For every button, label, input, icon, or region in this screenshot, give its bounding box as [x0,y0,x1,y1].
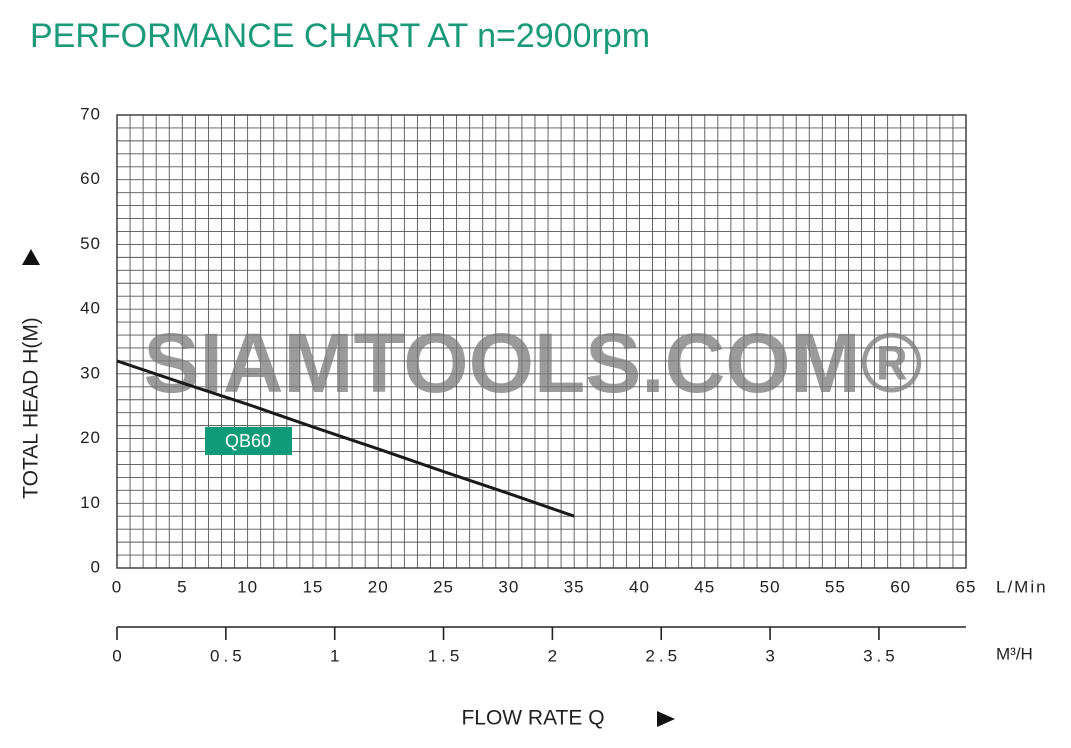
x2-unit: M³/H [996,644,1033,663]
x2-tick-label: 2 [548,646,561,665]
y-tick-label: 10 [80,493,101,512]
y-tick-label: 0 [91,557,101,576]
x-axis-label: FLOW RATE Q [461,707,604,730]
x-tick-label: 65 [956,577,977,596]
x-tick-label: 45 [694,577,715,596]
x-tick-label: 40 [629,577,650,596]
x-tick-label: 30 [498,577,519,596]
x2-tick-label: 1 [330,646,343,665]
plot-frame [116,114,967,569]
y-axis-label: TOTAL HEAD H(M) [20,317,43,499]
y-tick-label: 20 [80,428,101,447]
x2-tick-label: 0.5 [210,646,246,665]
x-tick-label: 50 [760,577,781,596]
x-tick-label: 20 [368,577,389,596]
chart-title: PERFORMANCE CHART AT n=2900rpm [30,17,650,55]
x-tick-label: 35 [564,577,585,596]
legend-box [205,427,292,455]
x-tick-label: 5 [177,577,187,596]
grid [116,114,967,569]
marks: QB60 [116,359,575,518]
x2-tick-label: 3 [765,646,778,665]
y-tick-label: 70 [80,104,101,123]
x-tick-label: 25 [433,577,454,596]
x-arrow [657,711,675,727]
y-tick-label: 50 [80,234,101,253]
legend-label: QB60 [225,431,271,451]
series-line [116,359,575,518]
x-tick-label: 55 [825,577,846,596]
x-tick-label: 0 [112,577,122,596]
x-tick-label: 10 [237,577,258,596]
x-tick-label: 15 [302,577,323,596]
x2-tick-label: 3.5 [863,646,899,665]
x2-tick-label: 1.5 [428,646,464,665]
y-arrow [22,249,40,265]
watermark: SIAMTOOLS.COM® [143,316,922,410]
y-tick-label: 60 [80,169,101,188]
y-tick-label: 40 [80,299,101,318]
x-tick-label: 60 [890,577,911,596]
x2-tick-label: 0 [112,646,125,665]
y-tick-label: 30 [80,363,101,382]
x-unit: L/Min [996,577,1048,596]
x2-tick-label: 2.5 [645,646,681,665]
